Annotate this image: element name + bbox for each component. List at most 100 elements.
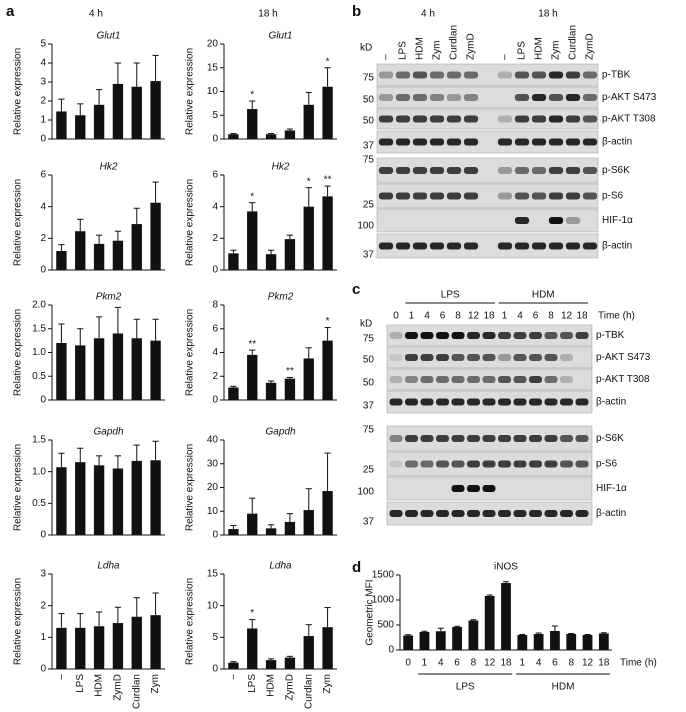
lane-label: – xyxy=(381,54,392,60)
lane-label: LPS xyxy=(398,41,409,60)
band xyxy=(575,332,589,339)
panel-label: b xyxy=(352,3,361,20)
chart-title: Ldha xyxy=(97,561,120,572)
blot-strip xyxy=(376,63,599,87)
blot-strip xyxy=(376,157,599,184)
protein-label: p-S6K xyxy=(596,433,624,444)
band xyxy=(435,332,450,339)
y-tick-label: 3 xyxy=(40,77,46,88)
band xyxy=(395,138,411,146)
band xyxy=(531,167,547,174)
bar xyxy=(322,196,333,270)
band xyxy=(420,376,434,383)
band xyxy=(463,242,479,250)
band xyxy=(412,242,428,250)
band xyxy=(389,332,403,339)
band xyxy=(582,167,598,174)
bar xyxy=(247,211,258,270)
y-tick-label: 1.0 xyxy=(32,466,46,477)
y-tick-label: 4 xyxy=(212,201,218,212)
bar xyxy=(247,513,258,535)
band xyxy=(466,376,481,383)
bar xyxy=(284,239,296,270)
lane-label: HDM xyxy=(534,37,545,60)
band xyxy=(513,510,527,517)
bar xyxy=(435,631,446,650)
bar xyxy=(150,615,161,669)
band xyxy=(466,332,481,339)
bar xyxy=(303,104,314,139)
bar xyxy=(517,635,528,650)
bar xyxy=(93,104,105,139)
kd-marker: 50 xyxy=(363,95,375,106)
bar xyxy=(228,134,239,139)
y-tick-label: 10 xyxy=(207,506,219,517)
band xyxy=(378,192,394,200)
bar xyxy=(265,660,277,669)
band xyxy=(446,94,462,101)
band xyxy=(378,242,394,250)
kd-marker: 75 xyxy=(363,73,375,84)
band xyxy=(463,167,479,174)
band xyxy=(412,192,428,200)
y-tick-label: 0 xyxy=(40,395,46,406)
y-tick-label: 15 xyxy=(207,62,219,73)
band xyxy=(451,354,465,361)
band xyxy=(559,510,574,517)
band xyxy=(497,354,512,361)
band xyxy=(466,485,481,492)
bar xyxy=(265,254,277,270)
y-tick-label: 0 xyxy=(212,530,218,541)
band xyxy=(404,460,419,468)
band xyxy=(451,398,465,406)
band xyxy=(482,354,496,361)
kd-marker: 50 xyxy=(363,355,375,366)
band xyxy=(548,167,564,174)
band xyxy=(463,192,479,200)
bar xyxy=(150,460,161,535)
kd-marker: 75 xyxy=(363,155,375,166)
chart-title: Gapdh xyxy=(265,427,295,438)
column-title: 18 h xyxy=(258,9,277,20)
band xyxy=(531,94,547,101)
band xyxy=(548,138,564,146)
bar xyxy=(265,382,277,400)
protein-label: p-AKT T308 xyxy=(602,114,656,125)
x-tick-label: 6 xyxy=(552,658,558,669)
lane-label: 8 xyxy=(455,311,461,322)
y-tick-label: 5 xyxy=(40,39,46,50)
bar xyxy=(303,358,314,400)
y-tick-label: 5 xyxy=(212,110,218,121)
band xyxy=(544,398,558,406)
band xyxy=(404,510,419,517)
x-tick-label: 1 xyxy=(520,658,526,669)
y-axis-label: Relative expression xyxy=(13,48,24,135)
protein-label: p-TBK xyxy=(602,70,631,81)
bar xyxy=(322,491,333,535)
bar xyxy=(228,253,239,270)
y-tick-label: 0 xyxy=(40,664,46,675)
y-tick-label: 0 xyxy=(212,664,218,675)
band xyxy=(548,192,564,200)
band xyxy=(446,242,462,250)
bar xyxy=(403,635,414,650)
band xyxy=(559,332,574,339)
band xyxy=(528,332,543,339)
band xyxy=(446,192,462,200)
chart-title: Hk2 xyxy=(272,162,290,173)
band xyxy=(404,398,419,406)
bar xyxy=(228,662,239,669)
y-tick-label: 10 xyxy=(207,600,219,611)
band xyxy=(497,460,512,468)
y-axis-label: Relative expression xyxy=(185,48,196,135)
chart-title: Ldha xyxy=(269,561,292,572)
band xyxy=(451,332,465,339)
bar xyxy=(284,378,296,400)
lane-label: 1 xyxy=(502,311,508,322)
kd-marker: 37 xyxy=(363,250,375,261)
lane-label: 4 xyxy=(517,311,523,322)
y-tick-label: 30 xyxy=(207,458,219,469)
bar xyxy=(112,468,124,535)
band xyxy=(463,71,479,79)
band xyxy=(565,242,581,250)
